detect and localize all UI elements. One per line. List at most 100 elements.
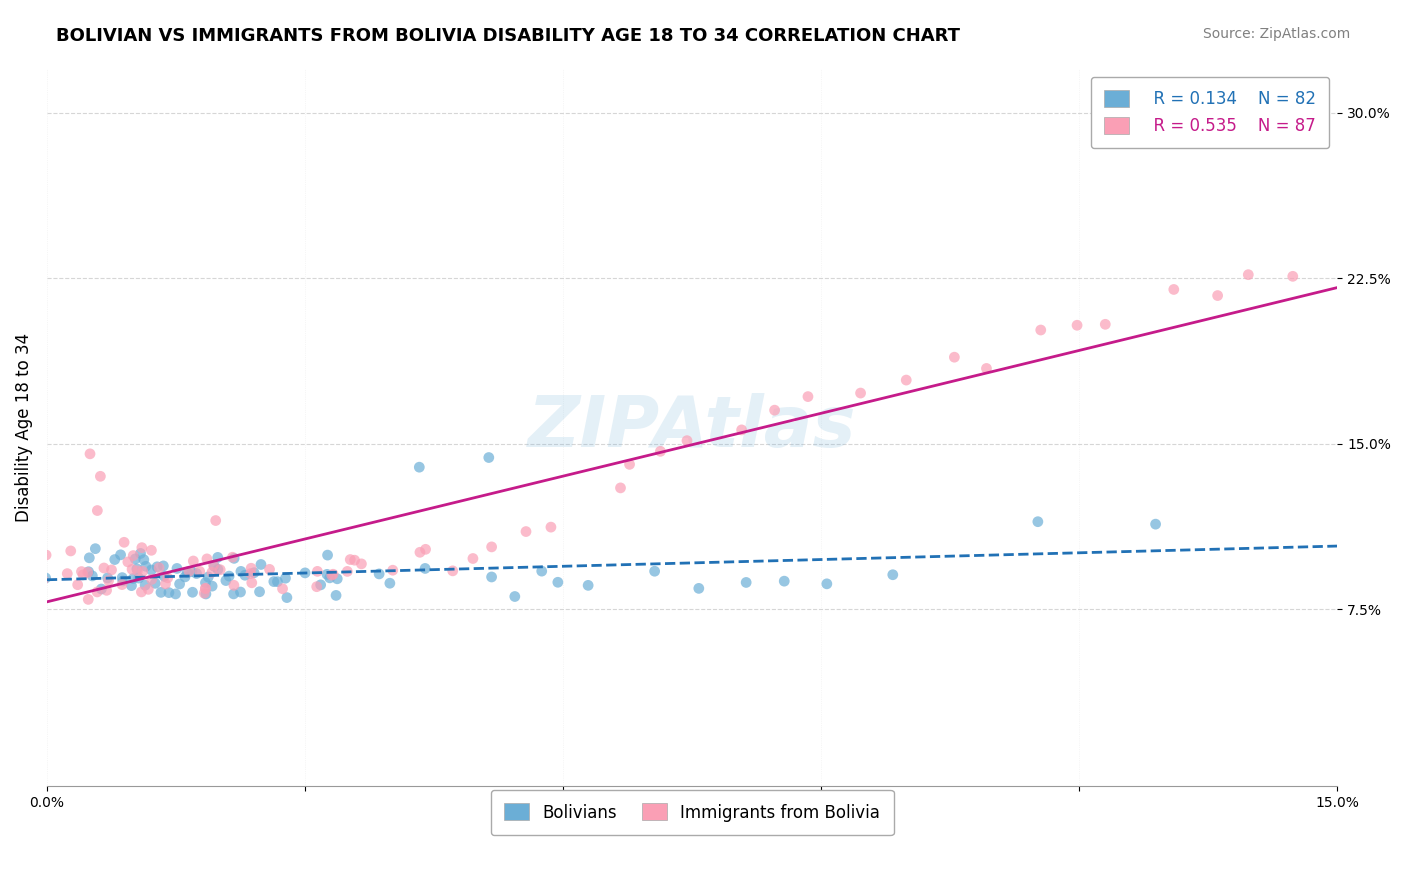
Point <box>249 584 271 599</box>
Point <box>619 458 641 472</box>
Point <box>66 578 89 592</box>
Point <box>177 564 200 578</box>
Point <box>221 550 243 565</box>
Point <box>316 548 339 562</box>
Point <box>461 551 484 566</box>
Point <box>378 576 401 591</box>
Point <box>1066 318 1088 333</box>
Y-axis label: Disability Age 18 to 34: Disability Age 18 to 34 <box>15 333 32 522</box>
Point <box>515 524 537 539</box>
Point <box>207 562 229 576</box>
Point <box>229 565 252 579</box>
Point <box>1281 269 1303 284</box>
Point <box>122 572 145 586</box>
Point <box>1029 323 1052 337</box>
Point <box>240 561 263 575</box>
Point <box>152 558 174 573</box>
Point <box>112 535 135 549</box>
Point <box>943 350 966 364</box>
Point <box>650 444 672 458</box>
Point <box>201 566 224 580</box>
Point <box>143 576 166 591</box>
Point <box>322 567 344 582</box>
Point <box>93 561 115 575</box>
Point <box>181 585 204 599</box>
Point <box>100 563 122 577</box>
Point <box>222 587 245 601</box>
Point <box>321 568 343 582</box>
Point <box>201 579 224 593</box>
Point <box>131 565 153 579</box>
Point <box>415 542 437 557</box>
Point <box>77 592 100 607</box>
Point <box>89 469 111 483</box>
Point <box>111 574 134 588</box>
Point <box>82 569 104 583</box>
Point <box>481 570 503 584</box>
Text: ZIPAtlas: ZIPAtlas <box>527 392 856 462</box>
Point <box>176 566 198 580</box>
Point <box>676 434 699 448</box>
Point <box>141 563 163 577</box>
Point <box>181 554 204 568</box>
Point <box>271 582 294 596</box>
Point <box>204 514 226 528</box>
Point <box>305 580 328 594</box>
Point <box>409 545 432 559</box>
Point <box>97 574 120 588</box>
Point <box>186 566 208 581</box>
Point <box>233 568 256 582</box>
Point <box>263 574 285 589</box>
Point <box>336 565 359 579</box>
Text: Source: ZipAtlas.com: Source: ZipAtlas.com <box>1202 27 1350 41</box>
Point <box>730 423 752 437</box>
Point <box>104 552 127 566</box>
Point <box>157 585 180 599</box>
Point <box>250 558 273 572</box>
Point <box>165 587 187 601</box>
Point <box>1206 288 1229 302</box>
Point <box>70 565 93 579</box>
Point <box>339 552 361 566</box>
Point <box>135 559 157 574</box>
Point <box>194 587 217 601</box>
Point <box>478 450 501 465</box>
Point <box>32 573 55 587</box>
Point <box>381 563 404 577</box>
Point <box>121 579 143 593</box>
Point <box>209 563 232 577</box>
Point <box>59 544 82 558</box>
Point <box>307 565 329 579</box>
Point <box>735 575 758 590</box>
Point <box>110 548 132 562</box>
Point <box>243 566 266 580</box>
Point <box>239 566 262 581</box>
Point <box>136 582 159 597</box>
Point <box>27 583 49 598</box>
Point <box>202 558 225 573</box>
Point <box>127 564 149 578</box>
Text: BOLIVIAN VS IMMIGRANTS FROM BOLIVIA DISABILITY AGE 18 TO 34 CORRELATION CHART: BOLIVIAN VS IMMIGRANTS FROM BOLIVIA DISA… <box>56 27 960 45</box>
Point <box>77 565 100 579</box>
Point <box>896 373 918 387</box>
Point <box>1094 318 1116 332</box>
Point <box>274 571 297 585</box>
Point <box>576 578 599 592</box>
Point <box>325 588 347 602</box>
Point <box>319 571 342 585</box>
Point <box>86 585 108 599</box>
Point <box>56 566 79 581</box>
Point <box>117 555 139 569</box>
Point <box>644 564 666 578</box>
Point <box>193 586 215 600</box>
Point <box>121 562 143 576</box>
Point <box>197 570 219 584</box>
Point <box>148 561 170 575</box>
Point <box>350 557 373 571</box>
Point <box>194 581 217 595</box>
Point <box>326 572 349 586</box>
Point <box>155 577 177 591</box>
Point <box>79 447 101 461</box>
Point <box>368 566 391 581</box>
Point <box>609 481 631 495</box>
